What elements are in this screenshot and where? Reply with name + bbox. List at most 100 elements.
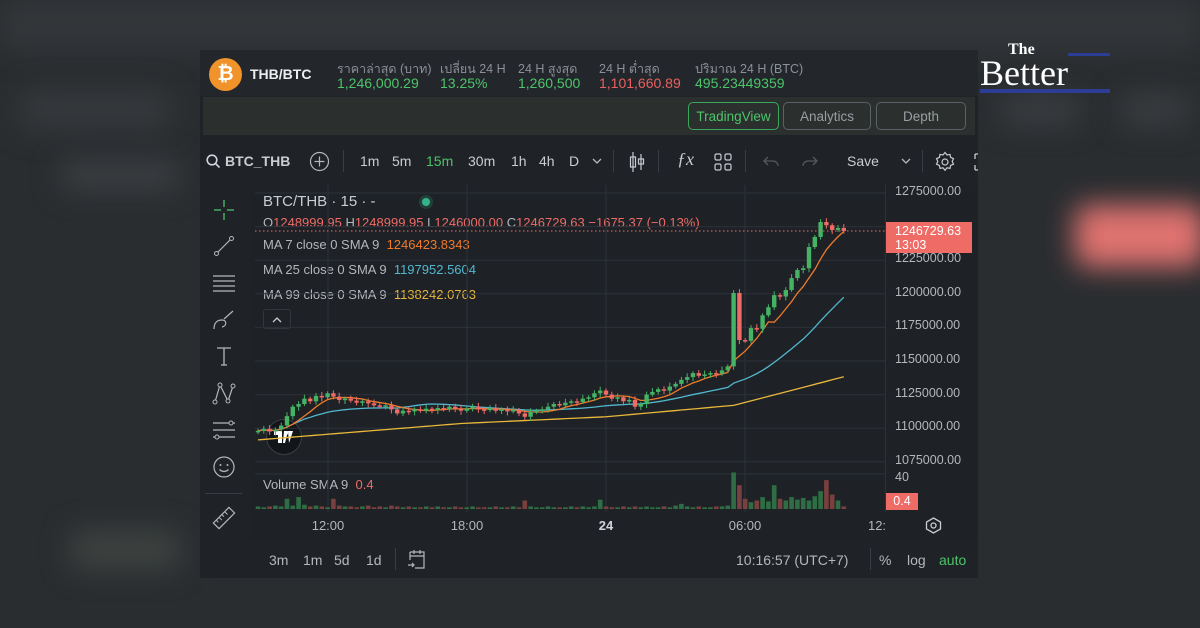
indicators-button[interactable]: ƒx (677, 149, 694, 169)
percent-scale-toggle[interactable]: % (879, 552, 892, 568)
goto-date-calendar-icon[interactable] (407, 548, 427, 570)
price-axis-label: 1275000.00 (895, 184, 962, 198)
crosshair-icon[interactable] (210, 196, 238, 224)
bottom-bar (200, 540, 978, 578)
interval-1m[interactable]: 1m (360, 153, 380, 169)
header: ₿ THB/BTC ราคาล่าสุด (บาท) 1,246,000.29 เป… (200, 50, 978, 96)
fullscreen-icon[interactable] (974, 153, 978, 171)
collapse-legend-button[interactable] (263, 309, 291, 329)
range-1d[interactable]: 1d (366, 552, 382, 568)
interval-30m[interactable]: 30m (468, 153, 496, 169)
background-blur (1075, 205, 1200, 267)
layout-grid-icon[interactable] (714, 153, 732, 171)
ma-legend-row: MA 25 close 0 SMA 9 1197952.5604 (263, 262, 476, 277)
stat-value: 1,246,000.29 (337, 75, 419, 91)
ma-label: MA 99 close 0 SMA 9 (263, 287, 387, 302)
text-icon[interactable] (210, 342, 238, 370)
add-compare-icon[interactable] (309, 151, 330, 172)
stat-label: เปลี่ยน 24 H (440, 62, 506, 76)
stat-value: 495.23449359 (695, 75, 785, 91)
market-status-dot (419, 195, 433, 209)
chart-title: BTC/THB · 15 · - (263, 193, 376, 210)
candles-icon[interactable] (628, 151, 646, 173)
chevron-up-icon (272, 316, 282, 322)
current-price-badge: 1246729.63 13:03 (886, 222, 972, 253)
price-axis-label: 1075000.00 (895, 452, 962, 467)
price-axis-label: 1150000.00 (895, 352, 961, 366)
time-axis-label: 12:00 (311, 518, 345, 533)
volume-axis-label: 40 (895, 470, 909, 484)
brand-large-text: Better (980, 53, 1068, 93)
stat-label: ปริมาณ 24 H (BTC) (695, 62, 804, 76)
range-5d[interactable]: 5d (334, 552, 350, 568)
background-blur (1000, 95, 1080, 125)
settings-gear-icon[interactable] (934, 151, 956, 173)
stat-value: 1,101,660.89 (599, 75, 681, 91)
time-axis-label: 24 (598, 518, 614, 533)
pair-name: THB/BTC (250, 66, 312, 82)
tradingview-icon (274, 431, 293, 443)
background-blur (1120, 95, 1190, 125)
background-blur (20, 90, 170, 130)
ruler-icon[interactable] (210, 504, 238, 532)
range-1m[interactable]: 1m (303, 552, 323, 568)
brand-small-text: The (1008, 41, 1035, 58)
ma-legend-row: MA 7 close 0 SMA 9 1246423.8343 (263, 237, 470, 252)
stat-label: ราคาล่าสุด (บาท) (337, 62, 432, 76)
tradingview-logo[interactable] (266, 419, 302, 455)
volume-legend: Volume SMA 9 0.4 (263, 477, 374, 492)
tab-analytics[interactable]: Analytics (783, 102, 871, 130)
auto-scale-settings-icon[interactable] (925, 517, 942, 534)
pattern-icon[interactable] (210, 379, 238, 407)
interval-1h[interactable]: 1h (511, 153, 527, 169)
chevron-down-icon[interactable] (592, 157, 602, 165)
time-axis-label: 06:00 (728, 518, 762, 533)
time-axis-label: 18:00 (450, 518, 484, 533)
interval-4h[interactable]: 4h (539, 153, 555, 169)
ma-legend-row: MA 99 close 0 SMA 9 1138242.0763 (263, 287, 476, 302)
brush-icon[interactable] (210, 306, 238, 334)
trading-panel: ₿ THB/BTC ราคาล่าสุด (บาท) 1,246,000.29 เป… (200, 50, 978, 578)
fib-retracement-icon[interactable] (210, 416, 238, 444)
volume-badge: 0.4 (886, 493, 918, 510)
view-tabs-bar (203, 97, 975, 135)
save-menu-chevron-icon[interactable] (901, 157, 911, 165)
save-button[interactable]: Save (847, 153, 879, 169)
auto-scale-toggle[interactable]: auto (939, 552, 967, 568)
undo-icon[interactable] (763, 155, 779, 168)
background-blur (0, 0, 1200, 50)
ohlc-legend: O1248999.95 H1248999.95 L1246000.00 C124… (263, 215, 700, 230)
brand-logo: The Better (980, 42, 1112, 94)
horizontal-lines-icon[interactable] (210, 269, 238, 297)
symbol-search[interactable]: BTC_THB (225, 153, 291, 169)
clock: 10:16:57 (UTC+7) (736, 552, 849, 568)
ma-value: 1138242.0763 (393, 287, 476, 302)
background-blur (60, 160, 180, 190)
interval-15m[interactable]: 15m (426, 153, 454, 169)
redo-icon[interactable] (802, 155, 818, 168)
bitcoin-icon: ₿ (209, 58, 242, 91)
stat-value: 13.25% (440, 75, 488, 91)
price-axis-label: 1200000.00 (895, 284, 962, 299)
price-axis-label: 1125000.00 (895, 385, 961, 400)
range-3m[interactable]: 3m (269, 552, 289, 568)
ma-label: MA 25 close 0 SMA 9 (263, 262, 387, 277)
log-scale-toggle[interactable]: log (907, 552, 926, 568)
interval-D[interactable]: D (569, 153, 580, 169)
tab-tradingview[interactable]: TradingView (688, 102, 779, 130)
time-axis-label: 12: (867, 518, 887, 533)
ma-label: MA 7 close 0 SMA 9 (263, 237, 380, 252)
smiley-icon[interactable] (210, 453, 238, 481)
price-axis-label: 1225000.00 (895, 251, 962, 266)
price-axis-label: 1100000.00 (895, 419, 961, 434)
price-axis-label: 1175000.00 (895, 318, 961, 333)
background-blur (70, 530, 180, 570)
search-icon[interactable] (206, 154, 221, 169)
ma-value: 1246423.8343 (386, 237, 470, 252)
stat-label: 24 H สูงสุด (518, 62, 578, 76)
tab-depth[interactable]: Depth (876, 102, 966, 130)
trend-line-icon[interactable] (210, 232, 238, 260)
interval-5m[interactable]: 5m (392, 153, 412, 169)
stat-label: 24 H ต่ำสุด (599, 62, 660, 76)
stat-value: 1,260,500 (518, 75, 581, 91)
